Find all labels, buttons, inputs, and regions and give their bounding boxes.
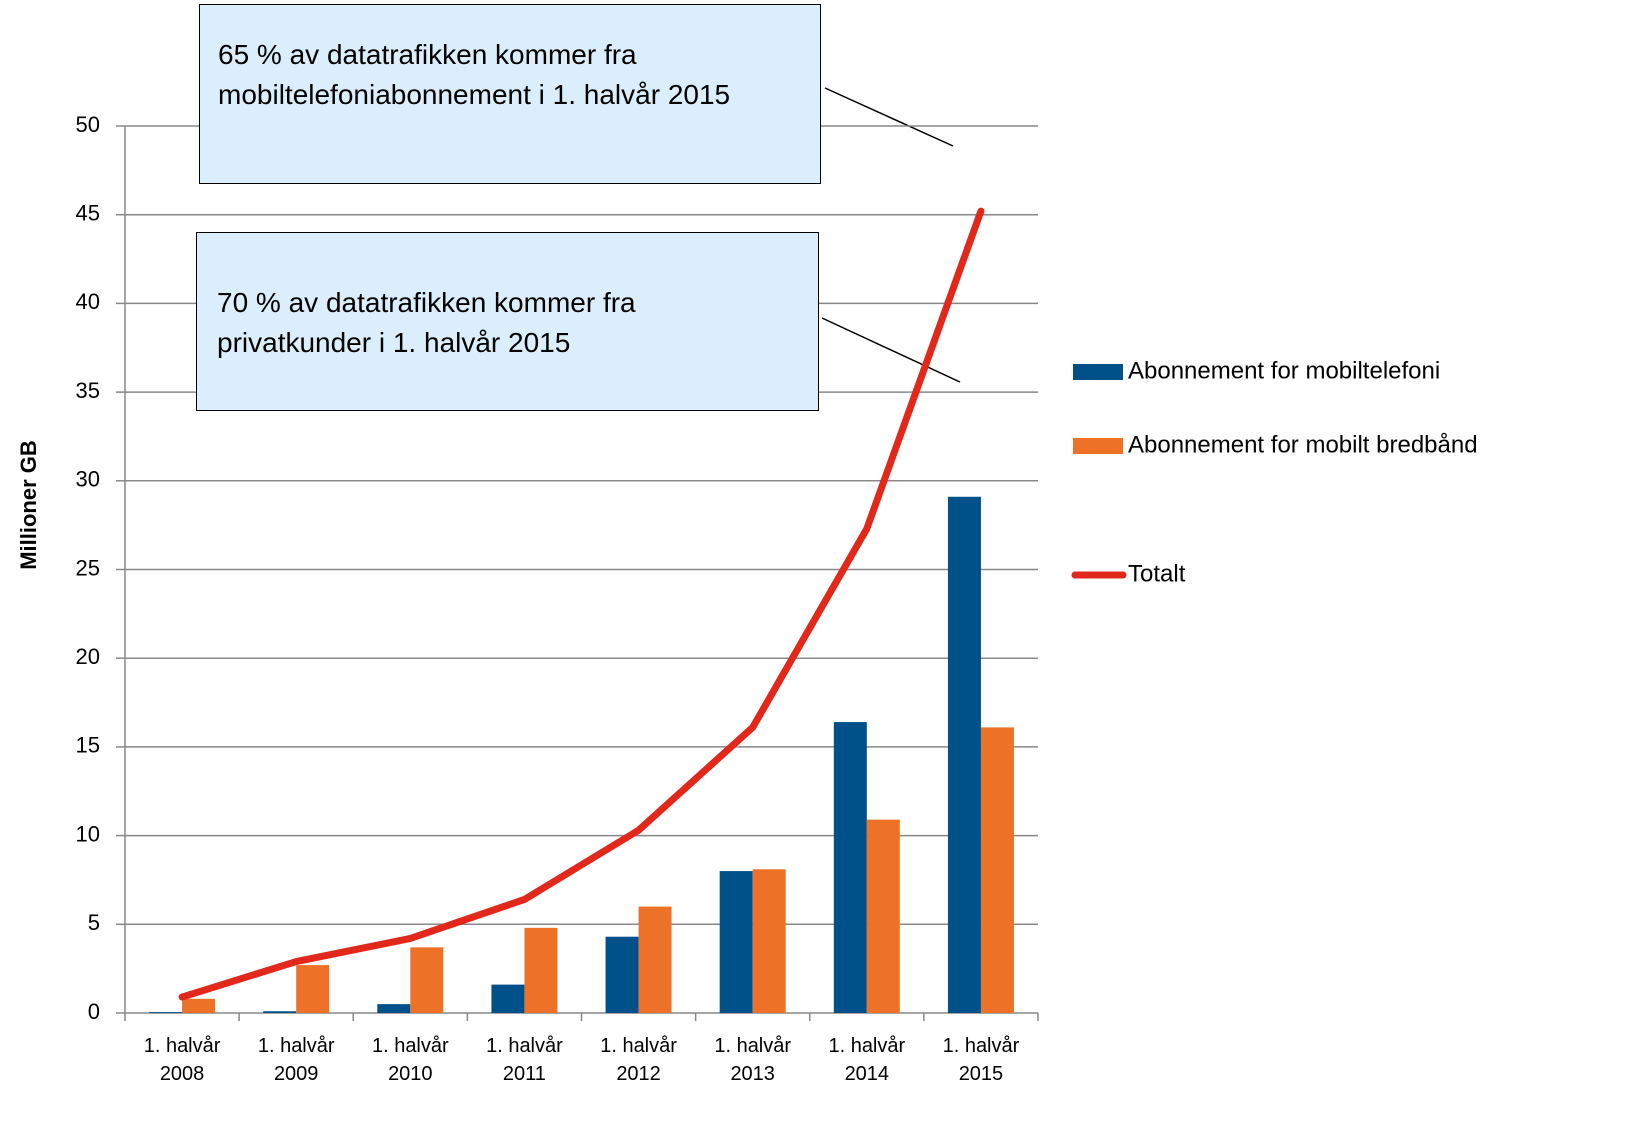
x-tick-label: 1. halvår 2011 [486, 1035, 563, 1085]
bar [833, 722, 867, 1013]
x-tick-label: 1. halvår 2014 [828, 1035, 906, 1085]
legend-swatch [1073, 438, 1123, 454]
annotation-leader [821, 317, 961, 383]
x-tick-label: 1. halvår 2008 [143, 1035, 221, 1085]
bar [410, 947, 444, 1013]
y-tick-label: 25 [76, 555, 100, 580]
bar [638, 906, 672, 1013]
legend-label: Totalt [1128, 560, 1186, 587]
y-tick-label: 5 [88, 910, 100, 935]
y-tick-label: 30 [76, 467, 100, 492]
bar [491, 984, 525, 1013]
bar [980, 727, 1014, 1013]
legend-label: Abonnement for mobilt bredbånd [1128, 431, 1478, 458]
bar [752, 869, 786, 1013]
y-tick-label: 45 [76, 201, 100, 226]
y-axis-title: Millioner GB [16, 440, 41, 570]
y-tick-label: 15 [76, 733, 100, 758]
bar [605, 936, 639, 1013]
bar [296, 965, 330, 1013]
x-tick-label: 1. halvår 2015 [942, 1035, 1020, 1085]
annotation-box: 70 % av datatrafikken kommer fra privatk… [196, 232, 819, 411]
legend-label: Abonnement for mobiltelefoni [1128, 357, 1440, 384]
x-tick-label: 1. halvår 2010 [371, 1035, 449, 1085]
y-tick-label: 40 [76, 289, 100, 314]
bar [719, 871, 753, 1013]
x-tick-label: 1. halvår 2012 [600, 1035, 677, 1085]
y-tick-label: 35 [76, 378, 100, 403]
bar [263, 1011, 297, 1013]
x-tick-label: 1. halvår 2009 [257, 1035, 335, 1085]
x-tick-label: 1. halvår 2013 [714, 1035, 792, 1085]
y-tick-label: 0 [88, 999, 100, 1024]
legend-swatch [1073, 364, 1123, 380]
bar [377, 1004, 411, 1013]
bar [866, 819, 900, 1013]
y-tick-label: 20 [76, 644, 100, 669]
bar [947, 496, 981, 1013]
bar [182, 998, 216, 1013]
y-tick-label: 10 [76, 821, 100, 846]
line [178, 207, 985, 1001]
annotation-box: 65 % av datatrafikken kommer fra mobilte… [199, 4, 821, 184]
bar [149, 1012, 183, 1013]
bar [524, 927, 558, 1013]
annotation-leader [824, 87, 954, 147]
y-tick-label: 50 [76, 112, 100, 137]
